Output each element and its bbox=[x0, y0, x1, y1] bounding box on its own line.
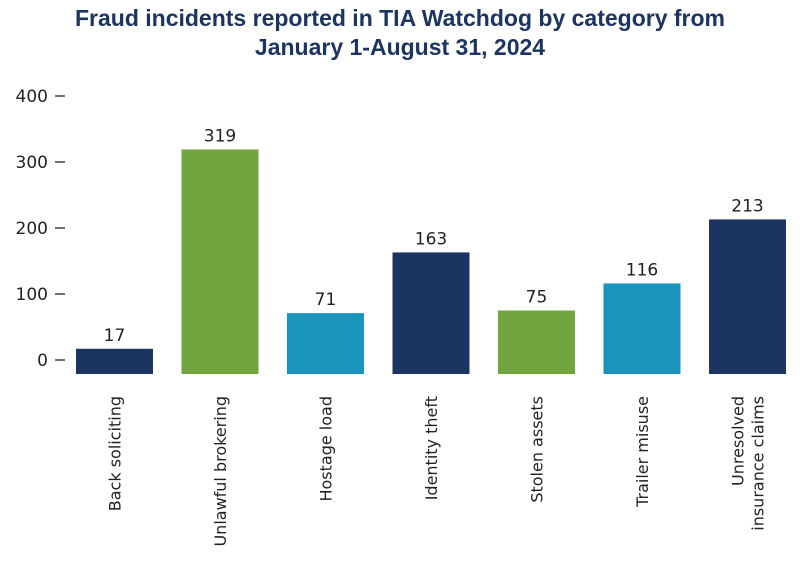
category-label: Trailer misuse bbox=[633, 396, 652, 508]
category-label: Stolen assets bbox=[528, 396, 547, 503]
bar bbox=[76, 348, 153, 374]
bar bbox=[392, 252, 470, 374]
category-label: insurance claims bbox=[749, 396, 768, 531]
data-label: 17 bbox=[104, 326, 126, 346]
data-label: 163 bbox=[415, 229, 447, 249]
bar bbox=[498, 310, 575, 374]
bar bbox=[181, 149, 259, 374]
category-label: Unresolved bbox=[729, 396, 748, 486]
data-labels: 17 319 71 163 75 116 213 bbox=[104, 126, 764, 345]
data-label: 116 bbox=[626, 260, 658, 280]
category-label: Identity theft bbox=[422, 396, 441, 500]
category-label: Hostage load bbox=[317, 396, 336, 502]
data-label: 71 bbox=[315, 290, 337, 310]
data-label: 319 bbox=[204, 126, 236, 146]
y-tick-label: 400 bbox=[16, 87, 48, 107]
category-labels: Back soliciting Unlawful brokering Hostage… bbox=[106, 396, 768, 547]
chart-title-line-2: January 1-August 31, 2024 bbox=[254, 34, 546, 60]
data-label: 75 bbox=[526, 288, 548, 308]
y-tick-label: 0 bbox=[37, 351, 48, 371]
chart-title-line-1: Fraud incidents reported in TIA Watchdog… bbox=[74, 5, 726, 31]
bar bbox=[603, 283, 681, 374]
chart-title: Fraud incidents reported in TIA Watchdog… bbox=[0, 4, 800, 62]
data-label: 213 bbox=[731, 196, 763, 216]
y-tick-label: 100 bbox=[16, 285, 48, 305]
category-label: Unlawful brokering bbox=[211, 396, 230, 547]
bars bbox=[76, 149, 786, 374]
bar bbox=[287, 313, 364, 374]
bar bbox=[709, 219, 786, 374]
y-axis: 0 100 200 300 400 bbox=[16, 87, 65, 371]
y-tick-label: 300 bbox=[16, 153, 48, 173]
y-tick-label: 200 bbox=[16, 219, 48, 239]
category-label: Back soliciting bbox=[106, 396, 125, 511]
